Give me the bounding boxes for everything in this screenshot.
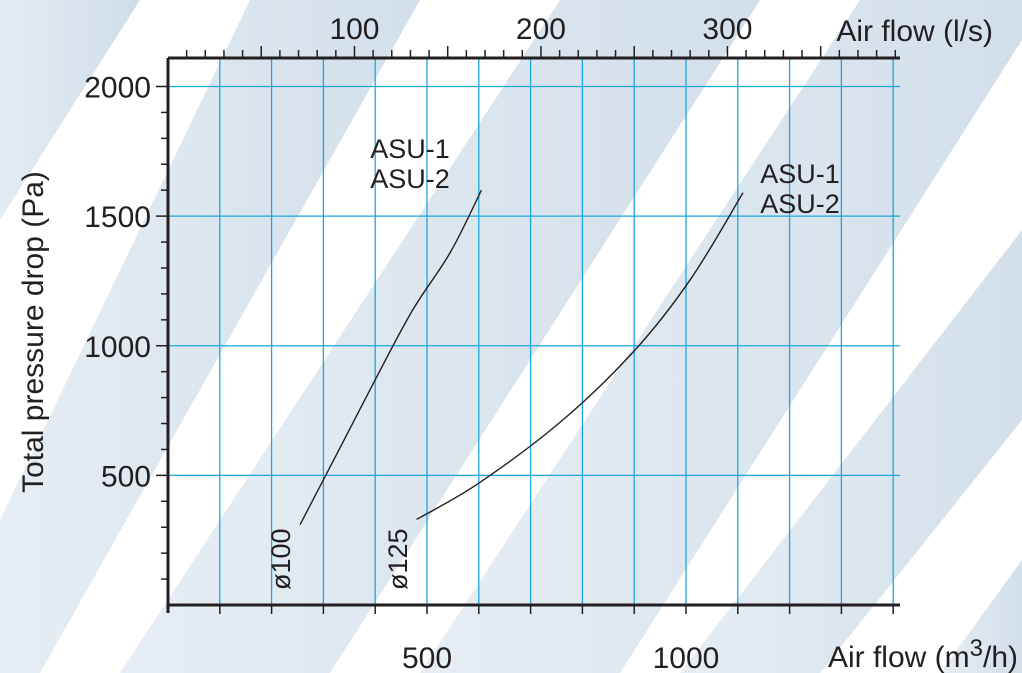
- x-axis-title-top: Air flow (l/s): [836, 15, 993, 48]
- y-tick-label: 1500: [84, 201, 151, 234]
- series-lines: [299, 189, 744, 525]
- grid: [168, 58, 900, 605]
- series-diameter-label: ø100: [266, 528, 296, 590]
- series-model-label: ASU-1: [370, 134, 450, 164]
- x-tick-label-top: 300: [702, 13, 752, 46]
- labels: 500 1000 1500 2000 500 1000 100 200 300 Total pre…: [17, 13, 1018, 673]
- series-model-label: ASU-2: [370, 164, 450, 194]
- series-line-1: [299, 189, 483, 525]
- y-tick-label: 500: [101, 460, 151, 493]
- y-tick-label: 2000: [84, 72, 151, 105]
- series-diameter-label: ø125: [383, 528, 413, 590]
- x-tick-label-top: 200: [516, 13, 566, 46]
- series-model-label: ASU-2: [760, 189, 840, 219]
- x-tick-label-top: 100: [329, 13, 379, 46]
- y-axis-title: Total pressure drop (Pa): [17, 171, 50, 493]
- series-line-2: [416, 192, 744, 521]
- axes: [156, 46, 900, 614]
- x-tick-label-bottom: 1000: [653, 642, 720, 673]
- y-tick-label: 1000: [84, 331, 151, 364]
- series-model-label: ASU-1: [760, 159, 840, 189]
- x-axis-title-bottom: Air flow (m3/h): [828, 635, 1018, 673]
- x-tick-label-bottom: 500: [402, 642, 452, 673]
